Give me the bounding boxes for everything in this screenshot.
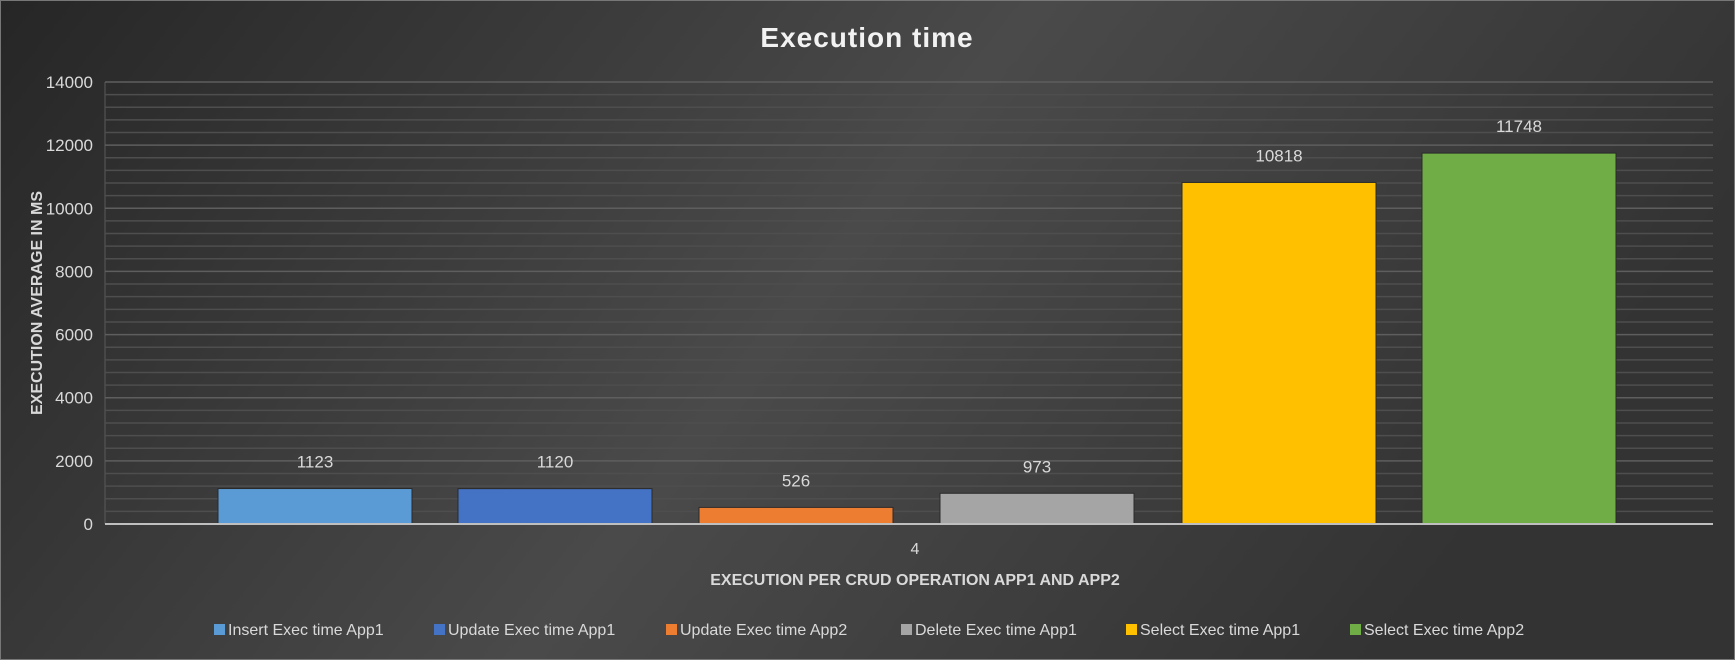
data-label: 973	[1023, 457, 1051, 476]
legend-swatch	[1350, 624, 1361, 635]
y-tick-label: 4000	[55, 389, 93, 408]
legend-swatch	[434, 624, 445, 635]
bars: 1123 1120 526 973 10818 11748	[217, 117, 1617, 525]
y-tick-label: 10000	[46, 199, 93, 218]
bar	[217, 488, 413, 525]
legend-swatch	[901, 624, 912, 635]
y-tick-label: 6000	[55, 326, 93, 345]
bar	[457, 488, 653, 525]
x-axis-title: EXECUTION PER CRUD OPERATION APP1 AND AP…	[710, 572, 1120, 589]
data-label: 526	[782, 471, 810, 490]
bar	[1421, 152, 1617, 525]
legend-label: Insert Exec time App1	[228, 622, 384, 639]
bar	[939, 492, 1135, 525]
legend-label: Update Exec time App1	[448, 622, 615, 639]
legend: Insert Exec time App1 Update Exec time Ap…	[214, 622, 1524, 639]
x-category-label: 4	[911, 541, 920, 558]
y-tick-label: 2000	[55, 452, 93, 471]
data-label: 10818	[1255, 146, 1302, 165]
bar	[1181, 181, 1377, 525]
legend-label: Update Exec time App2	[680, 622, 847, 639]
chart-title: Execution time	[760, 22, 973, 53]
legend-swatch	[1126, 624, 1137, 635]
y-tick-label: 12000	[46, 136, 93, 155]
legend-label: Select Exec time App1	[1140, 622, 1300, 639]
legend-swatch	[666, 624, 677, 635]
bar	[698, 506, 894, 525]
data-label: 11748	[1496, 117, 1542, 136]
legend-label: Select Exec time App2	[1364, 622, 1524, 639]
y-tick-label: 14000	[46, 73, 93, 92]
y-axis-title: EXECUTION AVERAGE IN MS	[29, 191, 46, 415]
y-axis-ticks: 0 2000 4000 6000 8000 10000 12000 14000	[46, 73, 93, 534]
legend-swatch	[214, 624, 225, 635]
data-label: 1120	[537, 453, 574, 472]
legend-label: Delete Exec time App1	[915, 622, 1077, 639]
y-tick-label: 0	[84, 515, 93, 534]
data-label: 1123	[297, 453, 334, 472]
y-tick-label: 8000	[55, 262, 93, 281]
